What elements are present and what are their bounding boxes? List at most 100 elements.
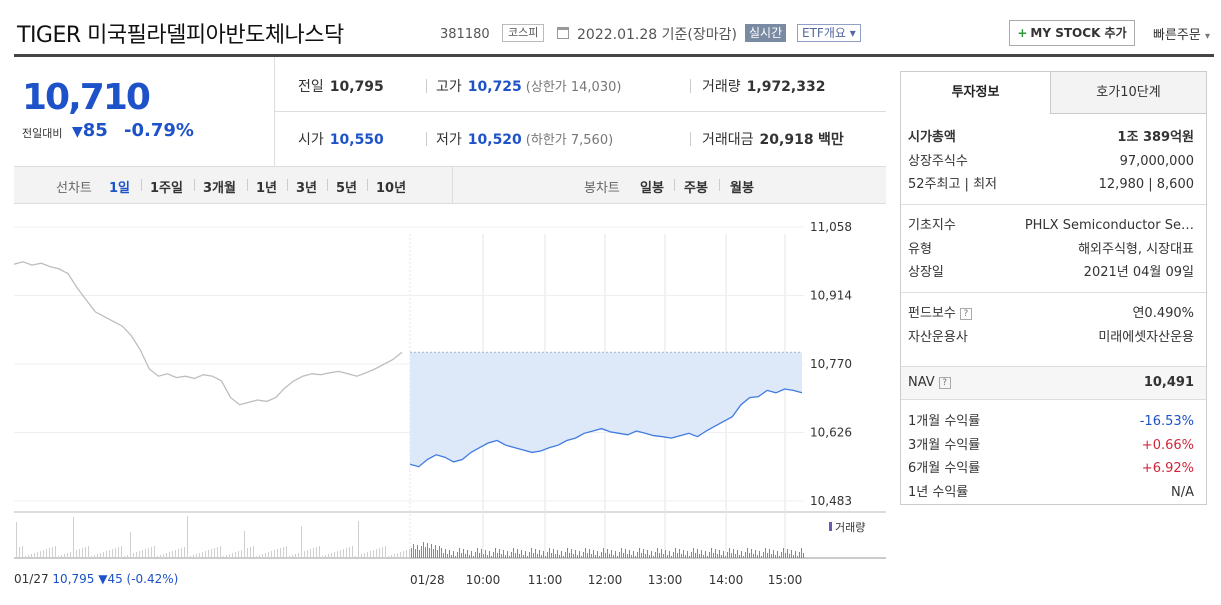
volume-bar xyxy=(685,555,686,558)
volume-bar xyxy=(555,554,556,558)
volume-bar xyxy=(641,553,642,558)
volume-bar xyxy=(575,550,576,558)
quick-order-button[interactable]: 빠른주문 ▾ xyxy=(1153,24,1210,43)
volume-bar xyxy=(343,549,344,558)
volume-bar xyxy=(232,553,233,558)
tab-5year[interactable]: 5년 xyxy=(336,181,358,196)
volume-bar xyxy=(731,553,732,558)
volume-bar xyxy=(453,551,454,558)
x-tick-label: 01/28 xyxy=(410,573,445,587)
volume-bar xyxy=(271,551,272,558)
volume-bar xyxy=(663,554,664,558)
volume-bar xyxy=(737,550,738,558)
realtime-button[interactable]: 실시간 xyxy=(745,24,787,42)
y-tick-label: 10,626 xyxy=(810,426,852,440)
volume-bar xyxy=(571,549,572,558)
tab-weekly-candle[interactable]: 주봉 xyxy=(684,181,708,196)
volume-bar xyxy=(567,548,568,558)
volume-bar xyxy=(637,552,638,558)
volume-bar xyxy=(519,554,520,558)
tab-orderbook-10[interactable]: 호가10단계 xyxy=(1051,72,1206,114)
volume-bar xyxy=(647,550,648,558)
add-mystock-button[interactable]: + MY STOCK 추가 xyxy=(1009,20,1135,46)
volume-bar xyxy=(175,550,176,558)
divider xyxy=(674,179,675,191)
help-icon[interactable]: ? xyxy=(959,308,972,320)
volume-bar xyxy=(238,551,239,558)
divider xyxy=(194,179,195,191)
volume-bar xyxy=(370,551,371,558)
volume-bar xyxy=(679,549,680,558)
volume-bar xyxy=(681,554,682,558)
prev-day-line xyxy=(14,261,403,406)
volume-bar xyxy=(349,547,350,558)
volume-bar xyxy=(707,556,708,558)
volume-bar xyxy=(605,553,606,558)
volume-bar xyxy=(340,550,341,558)
tab-3year[interactable]: 3년 xyxy=(296,181,318,196)
volume-bar xyxy=(115,548,116,558)
volume-bar xyxy=(687,551,688,558)
tab-daily-candle[interactable]: 일봉 xyxy=(640,181,664,196)
volume-bar xyxy=(761,556,762,558)
plus-icon: + xyxy=(1017,26,1028,40)
volume-bar xyxy=(388,556,389,558)
volume-bar xyxy=(619,552,620,558)
volume-bar xyxy=(701,550,702,558)
help-icon[interactable]: ? xyxy=(938,377,951,389)
volume-bar xyxy=(565,552,566,558)
market-cap-value: 1조 389억원 xyxy=(1117,130,1194,145)
return-1m-label: 1개월 수익률 xyxy=(908,414,981,429)
volume-bar xyxy=(759,551,760,558)
volume-bar xyxy=(423,542,424,558)
volume-bar xyxy=(415,549,416,558)
volume-bar xyxy=(449,550,450,558)
open-price: 시가 10,550 xyxy=(298,129,384,149)
volume-bar xyxy=(513,548,514,558)
etf-overview-dropdown[interactable]: ETF개요 ▾ xyxy=(797,24,861,42)
volume-bar xyxy=(361,554,362,558)
shares-row: 상장주식수 97,000,000 xyxy=(908,152,1194,172)
tab-1week[interactable]: 1주일 xyxy=(150,181,183,196)
tab-investment-info[interactable]: 투자정보 xyxy=(901,72,1051,114)
volume-bar xyxy=(459,548,460,558)
investment-info-panel: 투자정보 호가10단계 시가총액 1조 389억원 상장주식수 97,000,000… xyxy=(900,71,1207,505)
volume-bar xyxy=(693,548,694,558)
volume-bar xyxy=(304,551,305,558)
tab-monthly-candle[interactable]: 월봉 xyxy=(730,181,754,196)
volume-bar xyxy=(611,550,612,558)
volume-bar xyxy=(157,556,158,558)
volume-bar xyxy=(495,548,496,558)
intraday-chart[interactable]: 11,058 10,914 10,770 10,626 10,483 거래량 01/28 10… xyxy=(14,204,886,604)
volume-bar xyxy=(316,547,317,558)
divider xyxy=(452,167,453,204)
volume-bar xyxy=(801,548,802,558)
listed-row: 상장일 2021년 04월 09일 xyxy=(908,263,1194,283)
volume-bar xyxy=(461,553,462,558)
volume-bar xyxy=(797,556,798,558)
volume-bar xyxy=(545,556,546,558)
volume-bar xyxy=(601,552,602,558)
tab-1day[interactable]: 1일 xyxy=(109,181,131,196)
volume-bar xyxy=(382,547,383,558)
volume-bar xyxy=(385,546,386,558)
volume-bar xyxy=(106,551,107,558)
upper-limit: (상한가 14,030) xyxy=(525,80,622,95)
tab-10year[interactable]: 10년 xyxy=(376,181,407,196)
lower-limit: (하한가 7,560) xyxy=(525,133,614,148)
volume-bar xyxy=(795,551,796,558)
tab-1year[interactable]: 1년 xyxy=(256,181,278,196)
volume-bar xyxy=(435,545,436,558)
volume-bar xyxy=(531,548,532,558)
divider xyxy=(247,179,248,191)
return-1y-label: 1년 수익률 xyxy=(908,485,969,500)
nav-row: NAV? 10,491 xyxy=(908,373,1194,393)
volume-bar xyxy=(597,551,598,558)
volume-bar xyxy=(785,553,786,558)
volume-bar xyxy=(373,550,374,558)
volume-bar xyxy=(569,553,570,558)
tab-3month[interactable]: 3개월 xyxy=(203,181,236,196)
divider xyxy=(426,79,427,93)
volume: 거래량 1,972,332 xyxy=(702,76,825,96)
volume-bar xyxy=(475,552,476,558)
